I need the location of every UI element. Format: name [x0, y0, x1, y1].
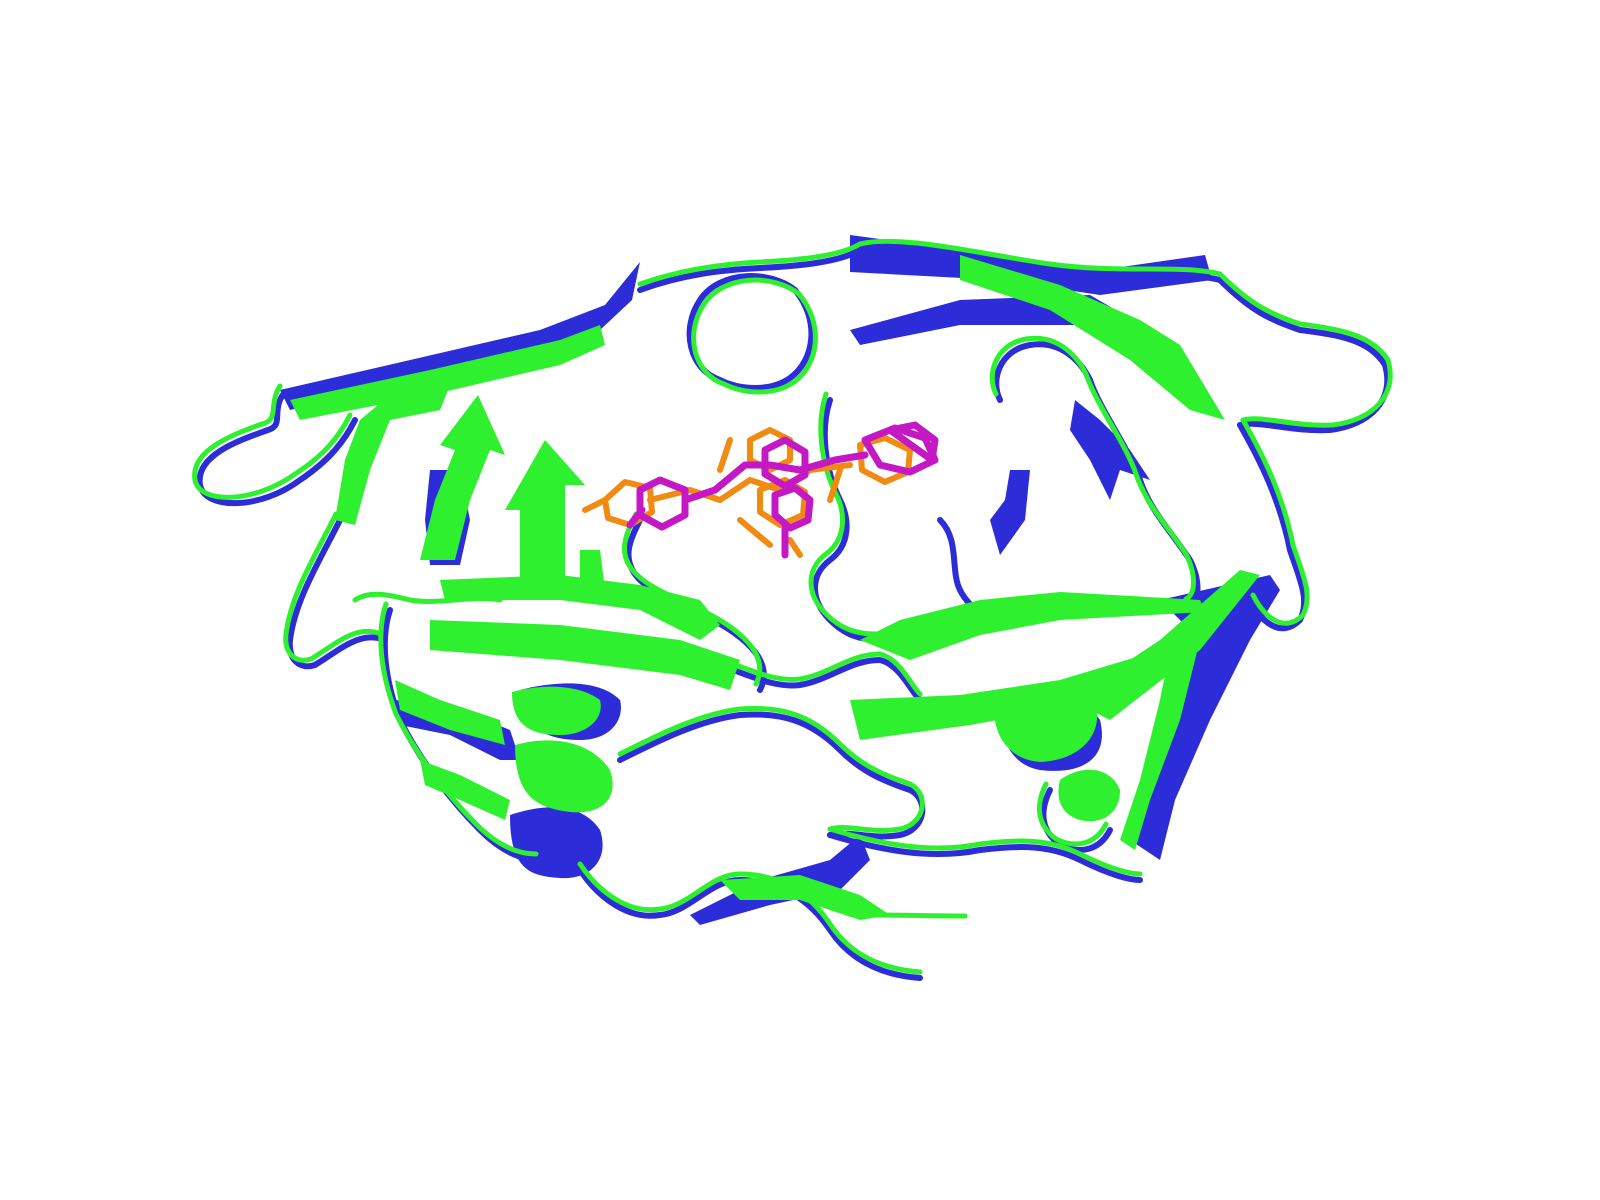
green-strand-left-up-3 [505, 440, 585, 580]
orange-bond-d [585, 500, 605, 510]
protein-structure-green [195, 241, 1391, 972]
blue-backbone-loop-right [1220, 280, 1387, 430]
green-helix-right-2 [1058, 770, 1120, 821]
orange-chain-1 [650, 465, 850, 500]
green-backbone-center-loop-right [811, 394, 876, 634]
orange-bond-e [790, 540, 800, 555]
orange-bond-a [740, 520, 770, 545]
blue-helix-lower-left [510, 807, 603, 878]
green-strand-bottom [720, 875, 890, 920]
magenta-ring-left [640, 480, 685, 527]
ligand-magenta [630, 425, 935, 555]
green-backbone-loop-right [1220, 274, 1390, 425]
green-helix-left-mid [512, 687, 601, 735]
green-helix-lower-left [515, 740, 613, 812]
orange-bond-b [720, 440, 730, 470]
blue-strand-right-mid [990, 470, 1030, 555]
